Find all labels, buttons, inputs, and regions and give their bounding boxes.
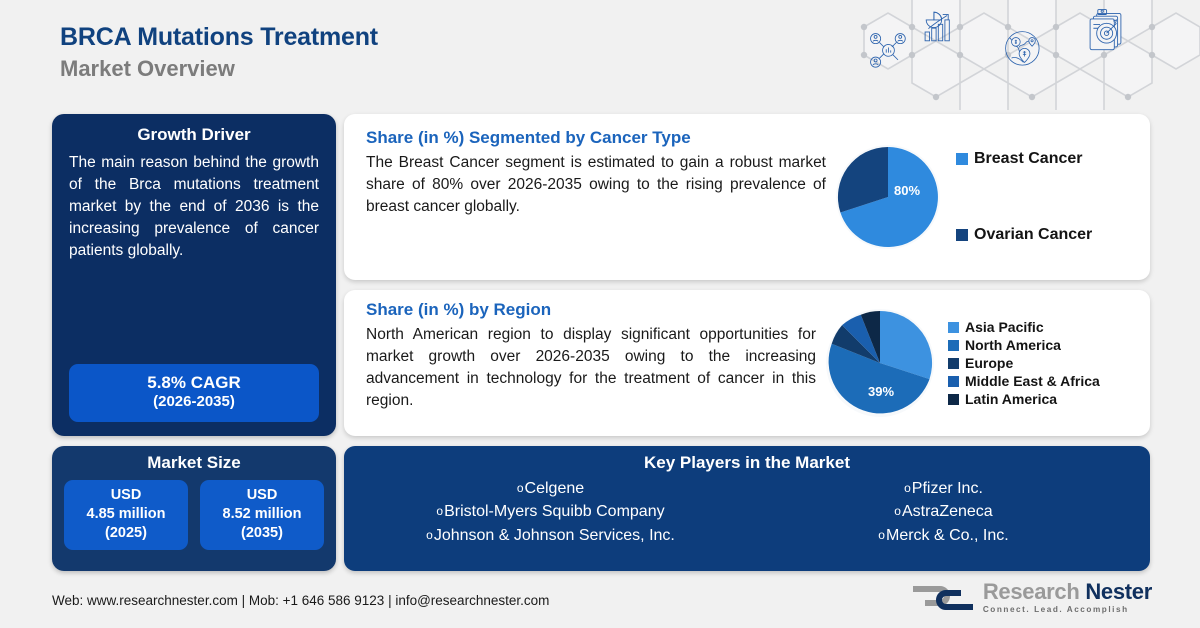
region-card: Share (in %) by Region North American re… bbox=[344, 290, 1150, 436]
key-players-title: Key Players in the Market bbox=[644, 453, 850, 472]
footer-contact: Web: www.researchnester.com | Mob: +1 64… bbox=[52, 593, 550, 608]
chart-growth-icon bbox=[924, 11, 950, 42]
market-size-currency: USD bbox=[110, 487, 142, 503]
cancer-type-card: Share (in %) Segmented by Cancer Type Th… bbox=[344, 114, 1150, 280]
list-item: Merck & Co., Inc. bbox=[878, 526, 1009, 546]
logo-secondary-word: Nester bbox=[1085, 579, 1152, 604]
legend-label: Asia Pacific bbox=[965, 319, 1044, 335]
region-text: Share (in %) by Region North American re… bbox=[344, 290, 824, 436]
legend-swatch-icon bbox=[948, 357, 959, 369]
legend-item-middle-east-africa: Middle East & Africa bbox=[948, 373, 1100, 389]
logo-text: Research Nester Connect. Lead. Accomplis… bbox=[983, 581, 1152, 614]
list-item: Celgene bbox=[517, 479, 585, 499]
market-size-year: (2035) bbox=[241, 524, 283, 541]
region-pie-chart: 39% bbox=[824, 307, 936, 419]
legend-label: North America bbox=[965, 337, 1061, 353]
legend-label: Europe bbox=[965, 355, 1014, 371]
legend-swatch-icon bbox=[948, 339, 959, 351]
market-size-currency: USD bbox=[246, 487, 278, 503]
page-header: BRCA Mutations Treatment Market Overview bbox=[60, 22, 378, 82]
market-size-box-2025: USD 4.85 million (2025) bbox=[64, 480, 188, 550]
list-item: Bristol-Myers Squibb Company bbox=[436, 502, 665, 522]
market-size-year: (2025) bbox=[105, 524, 147, 541]
page-title: BRCA Mutations Treatment bbox=[60, 23, 378, 51]
hex-decoration bbox=[860, 0, 1200, 110]
cancer-type-legend: Breast Cancer Ovarian Cancer bbox=[956, 150, 1092, 244]
region-chart-area: 39% Asia Pacific North America Europe Mi… bbox=[824, 290, 1150, 436]
legend-swatch-icon bbox=[956, 229, 968, 241]
growth-driver-panel: Growth Driver The main reason behind the… bbox=[52, 114, 336, 436]
legend-swatch-icon bbox=[948, 375, 959, 387]
market-size-amount: 4.85 million bbox=[86, 505, 166, 522]
key-players-columns: Celgene Bristol-Myers Squibb Company Joh… bbox=[354, 479, 1140, 546]
legend-label: Middle East & Africa bbox=[965, 373, 1100, 389]
legend-label: Ovarian Cancer bbox=[974, 226, 1093, 243]
market-size-amount: 8.52 million bbox=[222, 505, 302, 522]
market-size-title: Market Size bbox=[147, 453, 241, 472]
legend-item-north-america: North America bbox=[948, 337, 1100, 353]
cancer-type-chart-area: 80% Breast Cancer Ovarian Cancer bbox=[834, 114, 1150, 280]
legend-swatch-icon bbox=[956, 153, 968, 165]
growth-driver-body: The main reason behind the growth of the… bbox=[69, 154, 319, 259]
cagr-badge: 5.8% CAGR (2026-2035) bbox=[69, 364, 319, 422]
legend-item-europe: Europe bbox=[948, 355, 1100, 371]
key-players-panel: Key Players in the Market Celgene Bristo… bbox=[344, 446, 1150, 571]
clipboard-target-icon bbox=[1089, 9, 1122, 51]
logo-name: Research Nester bbox=[983, 581, 1152, 603]
legend-item-asia-pacific: Asia Pacific bbox=[948, 319, 1100, 335]
legend-label: Latin America bbox=[965, 391, 1058, 407]
people-network-icon bbox=[870, 33, 906, 68]
legend-item-ovarian-cancer: Ovarian Cancer bbox=[956, 226, 1092, 244]
cancer-type-text: Share (in %) Segmented by Cancer Type Th… bbox=[344, 114, 834, 280]
cagr-period: (2026-2035) bbox=[153, 393, 235, 411]
legend-label: Breast Cancer bbox=[974, 150, 1083, 167]
global-market-icon bbox=[1005, 31, 1040, 66]
logo-tagline: Connect. Lead. Accomplish bbox=[982, 605, 1129, 614]
list-item: Johnson & Johnson Services, Inc. bbox=[426, 526, 675, 546]
cancer-type-title: Share (in %) Segmented by Cancer Type bbox=[366, 128, 691, 147]
cancer-type-body: The Breast Cancer segment is estimated t… bbox=[366, 154, 826, 216]
logo-mark-icon bbox=[912, 585, 973, 610]
page-subtitle: Market Overview bbox=[60, 56, 235, 81]
list-item: Pfizer Inc. bbox=[904, 479, 983, 499]
cancer-type-pie-chart: 80% bbox=[834, 143, 942, 251]
key-players-right-column: Pfizer Inc. AstraZeneca Merck & Co., Inc… bbox=[747, 479, 1140, 546]
growth-driver-title: Growth Driver bbox=[137, 125, 251, 144]
cagr-value: 5.8% CAGR bbox=[147, 373, 241, 392]
market-size-values: USD 4.85 million (2025) USD 8.52 million… bbox=[64, 480, 324, 550]
research-nester-logo: Research Nester Connect. Lead. Accomplis… bbox=[912, 581, 1152, 614]
region-body: North American region to display signifi… bbox=[366, 326, 816, 410]
region-legend: Asia Pacific North America Europe Middle… bbox=[948, 319, 1100, 407]
market-size-panel: Market Size USD 4.85 million (2025) USD … bbox=[52, 446, 336, 571]
market-size-box-2035: USD 8.52 million (2035) bbox=[200, 480, 324, 550]
legend-item-breast-cancer: Breast Cancer bbox=[956, 150, 1092, 168]
key-players-left-column: Celgene Bristol-Myers Squibb Company Joh… bbox=[354, 479, 747, 546]
legend-swatch-icon bbox=[948, 393, 959, 405]
region-title: Share (in %) by Region bbox=[366, 300, 552, 319]
legend-item-latin-america: Latin America bbox=[948, 391, 1100, 407]
list-item: AstraZeneca bbox=[894, 502, 993, 522]
legend-swatch-icon bbox=[948, 321, 959, 333]
logo-primary-word: Research bbox=[982, 579, 1080, 604]
